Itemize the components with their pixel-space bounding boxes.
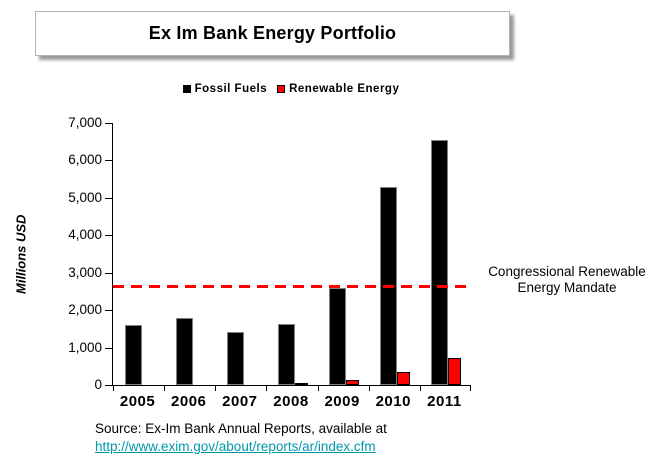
source-text: Source: Ex-Im Bank Annual Reports, avail… [95, 421, 387, 436]
fossil-fuels-bar-2008 [277, 324, 295, 385]
x-axis-label-2007: 2007 [222, 393, 258, 410]
x-tick-mark [368, 386, 370, 391]
renewable-energy-bar-2009 [346, 380, 360, 385]
renewable-energy-bar-2008 [294, 383, 308, 385]
legend-item-fossil-fuels: Fossil Fuels [182, 83, 268, 95]
x-axis-label-2008: 2008 [273, 393, 309, 410]
x-tick-mark [164, 386, 166, 391]
y-tick-label: 0 [94, 377, 102, 392]
source-link[interactable]: http://www.exim.gov/about/reports/ar/ind… [95, 438, 376, 454]
x-tick-mark [266, 386, 268, 391]
chart-title: Ex Im Bank Energy Portfolio [148, 23, 397, 43]
renewable-energy-bar-2011 [448, 358, 462, 385]
x-tick-mark [317, 386, 319, 391]
mandate-annotation: Congressional Renewable Energy Mandate [477, 264, 657, 295]
y-tick-mark [105, 123, 112, 124]
renewable-energy-swatch-icon [277, 85, 286, 93]
x-tick-mark [419, 386, 421, 391]
fossil-fuels-swatch-icon [182, 85, 191, 93]
source-note: Source: Ex-Im Bank Annual Reports, avail… [95, 420, 387, 455]
fossil-fuels-bar-2007 [226, 331, 244, 385]
x-axis-labels: 2005 2006 2007 2008 2009 2010 2011 [112, 393, 470, 410]
x-axis-label-2010: 2010 [375, 393, 411, 410]
fossil-fuels-bar-2006 [175, 318, 193, 385]
fossil-fuels-bar-2011 [431, 139, 449, 385]
fossil-fuels-bar-2009 [329, 287, 347, 385]
mandate-reference-line [113, 284, 471, 288]
y-tick-mark [105, 347, 112, 349]
y-tick-label: 4,000 [68, 227, 102, 243]
plot-area [112, 123, 471, 391]
y-tick-mark [105, 310, 112, 312]
x-tick-mark [113, 386, 114, 391]
y-tick-label: 1,000 [68, 339, 102, 355]
y-tick-label: 3,000 [68, 264, 102, 280]
y-tick-mark [105, 272, 112, 274]
renewable-energy-bar-2010 [397, 371, 411, 385]
mandate-annotation-line1: Congressional Renewable [488, 264, 646, 279]
y-tick-mark [105, 235, 112, 237]
legend: Fossil Fuels Renewable Energy [112, 83, 470, 95]
x-axis-label-2011: 2011 [427, 393, 462, 410]
legend-item-renewable-energy: Renewable Energy [277, 83, 399, 95]
y-tick-label: 7,000 [68, 115, 102, 130]
x-tick-mark [215, 386, 217, 391]
y-axis-title: Millions USD [13, 214, 29, 294]
y-tick-mark [105, 197, 112, 199]
y-tick-mark [105, 160, 112, 162]
legend-label-renewable-energy: Renewable Energy [289, 83, 400, 95]
x-axis-label-2005: 2005 [119, 393, 156, 410]
y-tick-label: 2,000 [68, 302, 102, 318]
y-tick-mark [105, 385, 112, 386]
x-axis-label-2009: 2009 [324, 393, 360, 410]
legend-label-fossil-fuels: Fossil Fuels [194, 83, 268, 95]
x-axis-label-2006: 2006 [171, 393, 207, 410]
fossil-fuels-bar-2005 [124, 325, 142, 385]
y-tick-label: 5,000 [68, 189, 102, 205]
x-tick-mark [470, 386, 471, 391]
mandate-annotation-line2: Energy Mandate [517, 279, 617, 295]
chart-title-box: Ex Im Bank Energy Portfolio [35, 11, 510, 56]
y-tick-label: 6,000 [68, 152, 102, 168]
